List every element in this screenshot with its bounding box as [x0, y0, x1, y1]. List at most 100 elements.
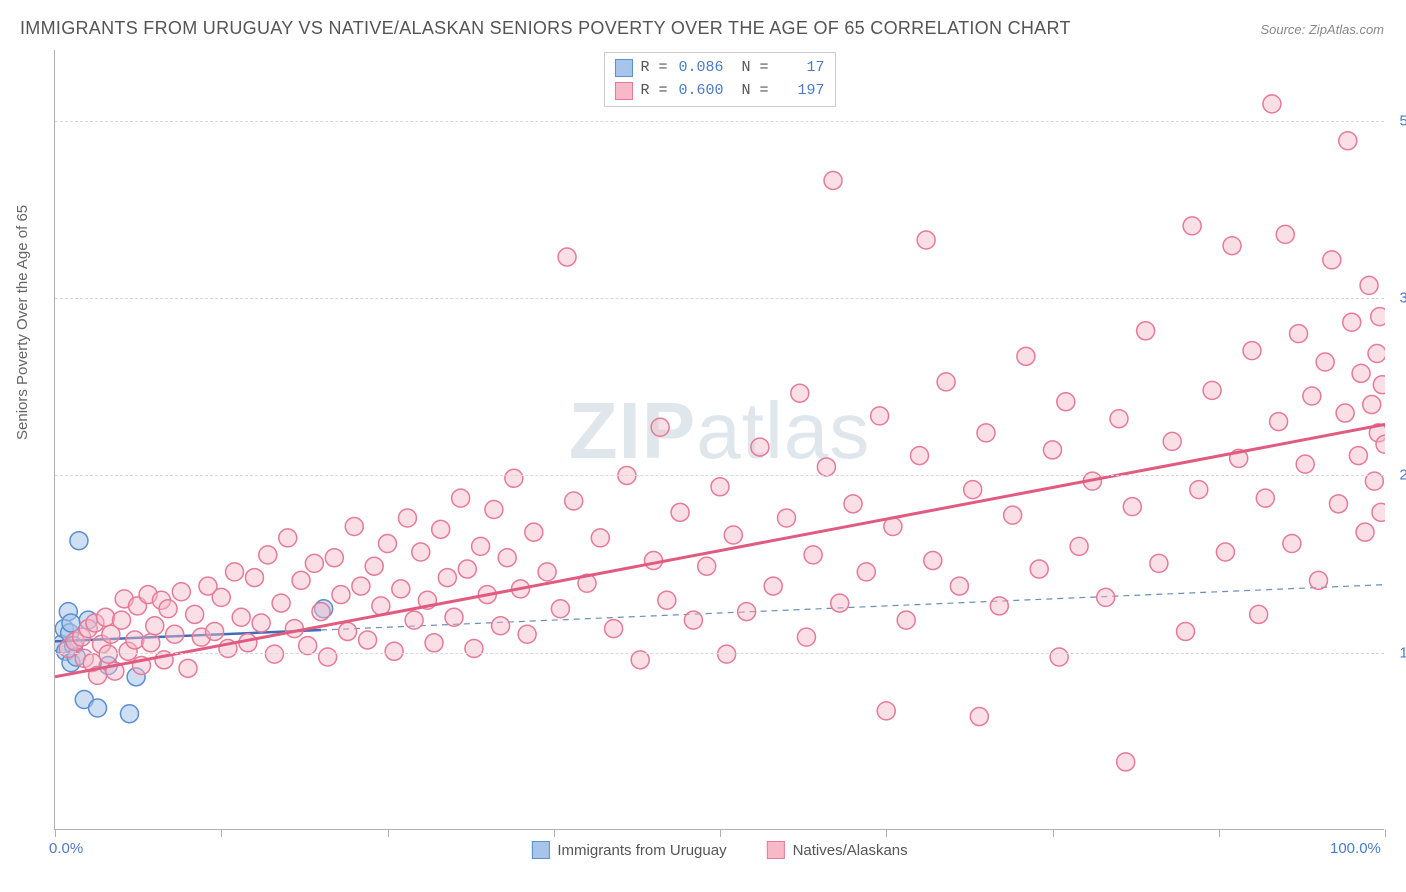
- data-point: [1283, 535, 1301, 553]
- data-point: [824, 171, 842, 189]
- y-tick-label: 50.0%: [1399, 112, 1406, 129]
- data-point: [365, 557, 383, 575]
- gridline: [55, 298, 1384, 299]
- data-point: [1117, 753, 1135, 771]
- data-point: [166, 625, 184, 643]
- data-point: [186, 605, 204, 623]
- y-tick-label: 37.5%: [1399, 290, 1406, 307]
- data-point: [1360, 276, 1378, 294]
- data-point: [70, 532, 88, 550]
- data-point: [1050, 648, 1068, 666]
- data-point: [1183, 217, 1201, 235]
- x-tick-label: 0.0%: [49, 840, 83, 857]
- legend-series: Immigrants from Uruguay Natives/Alaskans: [531, 841, 907, 859]
- data-point: [1329, 495, 1347, 513]
- source-attribution: Source: ZipAtlas.com: [1260, 22, 1384, 37]
- data-point: [797, 628, 815, 646]
- data-point: [738, 603, 756, 621]
- data-point: [142, 634, 160, 652]
- gridline: [55, 475, 1384, 476]
- data-point: [206, 622, 224, 640]
- data-point: [1296, 455, 1314, 473]
- gridline: [55, 121, 1384, 122]
- data-point: [1110, 410, 1128, 428]
- x-tick: [720, 829, 721, 837]
- data-point: [1097, 588, 1115, 606]
- data-point: [438, 569, 456, 587]
- data-point: [1352, 364, 1370, 382]
- legend-swatch: [614, 59, 632, 77]
- x-tick: [1053, 829, 1054, 837]
- x-tick: [886, 829, 887, 837]
- data-point: [465, 639, 483, 657]
- data-point: [831, 594, 849, 612]
- y-tick-label: 12.5%: [1399, 644, 1406, 661]
- x-tick-label: 100.0%: [1330, 840, 1381, 857]
- data-point: [1004, 506, 1022, 524]
- data-point: [525, 523, 543, 541]
- data-point: [159, 600, 177, 618]
- data-point: [1303, 387, 1321, 405]
- data-point: [804, 546, 822, 564]
- legend-n-value: 17: [777, 57, 825, 80]
- data-point: [897, 611, 915, 629]
- data-point: [844, 495, 862, 513]
- data-point: [265, 645, 283, 663]
- data-point: [1356, 523, 1374, 541]
- data-point: [1363, 396, 1381, 414]
- legend-series-label: Immigrants from Uruguay: [557, 842, 726, 859]
- data-point: [398, 509, 416, 527]
- data-point: [498, 549, 516, 567]
- data-point: [964, 481, 982, 499]
- data-point: [1203, 381, 1221, 399]
- y-axis-label: Seniors Poverty Over the Age of 65: [14, 205, 31, 440]
- data-point: [1336, 404, 1354, 422]
- data-point: [817, 458, 835, 476]
- data-point: [319, 648, 337, 666]
- data-point: [146, 617, 164, 635]
- data-point: [751, 438, 769, 456]
- data-point: [172, 583, 190, 601]
- data-point: [871, 407, 889, 425]
- data-point: [911, 447, 929, 465]
- legend-n-value: 197: [777, 80, 825, 103]
- data-point: [179, 659, 197, 677]
- data-point: [1243, 342, 1261, 360]
- scatter-svg: [55, 50, 1385, 830]
- data-point: [1263, 95, 1281, 113]
- data-point: [472, 537, 490, 555]
- data-point: [718, 645, 736, 663]
- data-point: [1290, 325, 1308, 343]
- x-tick: [388, 829, 389, 837]
- data-point: [551, 600, 569, 618]
- data-point: [1137, 322, 1155, 340]
- data-point: [970, 708, 988, 726]
- data-point: [279, 529, 297, 547]
- data-point: [458, 560, 476, 578]
- data-point: [492, 617, 510, 635]
- data-point: [285, 620, 303, 638]
- data-point: [232, 608, 250, 626]
- data-point: [1250, 605, 1268, 623]
- data-point: [1323, 251, 1341, 269]
- legend-r-label: R =: [640, 57, 667, 80]
- data-point: [1123, 498, 1141, 516]
- data-point: [565, 492, 583, 510]
- data-point: [558, 248, 576, 266]
- data-point: [292, 571, 310, 589]
- data-point: [724, 526, 742, 544]
- data-point: [432, 520, 450, 538]
- x-tick: [221, 829, 222, 837]
- data-point: [445, 608, 463, 626]
- data-point: [990, 597, 1008, 615]
- data-point: [452, 489, 470, 507]
- data-point: [405, 611, 423, 629]
- data-point: [345, 518, 363, 536]
- legend-series-item: Natives/Alaskans: [767, 841, 908, 859]
- data-point: [379, 535, 397, 553]
- legend-n-label: N =: [742, 80, 769, 103]
- data-point: [126, 631, 144, 649]
- data-point: [99, 645, 117, 663]
- legend-corr-row: R =0.600N =197: [614, 80, 824, 103]
- legend-series-label: Natives/Alaskans: [793, 842, 908, 859]
